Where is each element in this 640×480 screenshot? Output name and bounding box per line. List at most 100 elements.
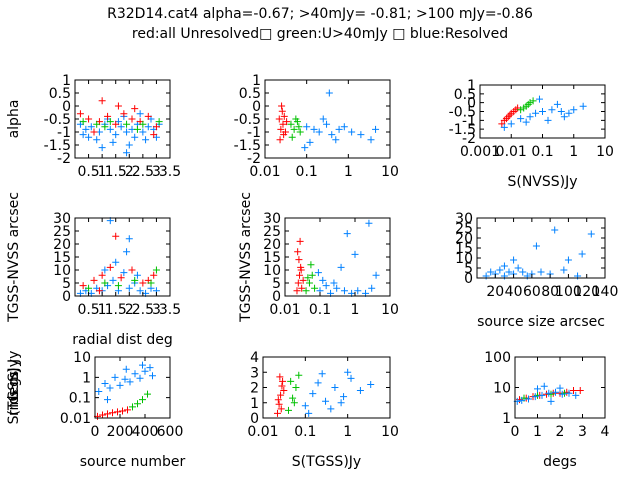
- y-tick-label: 0: [250, 411, 259, 427]
- y-axis-label: S(TGSS) Jy: [6, 351, 22, 425]
- y-tick-label: -0.5: [44, 112, 71, 128]
- y-tick-label: 5: [272, 276, 281, 292]
- x-tick-label: 0.01: [269, 302, 300, 318]
- x-tick-label: 140: [592, 284, 619, 300]
- data-point-blue: [357, 131, 365, 139]
- y-tick-label: 1: [502, 411, 511, 427]
- data-point-green: [79, 118, 87, 126]
- data-point-red: [106, 263, 114, 271]
- y-tick-label: 25: [263, 224, 281, 240]
- data-point-blue: [340, 287, 348, 295]
- data-point-red: [514, 104, 522, 112]
- data-point-blue: [121, 375, 129, 383]
- data-point-green: [292, 384, 300, 391]
- data-point-blue: [111, 373, 119, 381]
- data-point-blue: [514, 264, 522, 272]
- data-point-blue: [532, 109, 540, 117]
- y-tick-label: -1.5: [449, 122, 476, 138]
- data-point-green: [155, 118, 163, 126]
- data-point-blue: [101, 266, 109, 274]
- data-point-blue: [314, 269, 322, 277]
- data-point-red: [277, 391, 285, 399]
- data-point-blue: [551, 226, 559, 234]
- data-point-green: [302, 287, 310, 295]
- x-axis-label: degs: [543, 454, 577, 470]
- data-point-red: [76, 110, 84, 118]
- data-point-blue: [117, 123, 125, 131]
- data-point-blue: [333, 284, 341, 292]
- data-point-blue: [141, 367, 149, 375]
- x-tick-label: 100: [555, 284, 582, 300]
- y-tick-label: 1: [62, 73, 71, 89]
- x-tick-label: 3: [152, 164, 161, 180]
- x-tick-label: 3: [152, 302, 161, 318]
- x-tick-label: 0.1: [309, 302, 331, 318]
- data-point-blue: [85, 133, 93, 141]
- y-tick-label: -1.5: [44, 138, 71, 154]
- x-tick-label: 1: [351, 302, 360, 318]
- data-point-red: [278, 102, 286, 110]
- data-point-blue: [301, 402, 309, 410]
- data-point-blue: [142, 136, 150, 144]
- data-point-blue: [325, 89, 333, 97]
- data-point-green: [524, 100, 532, 108]
- data-point-blue: [106, 125, 114, 133]
- data-point-blue: [123, 128, 131, 136]
- x-axis-label: radial dist deg: [72, 332, 172, 348]
- y-tick-label: -2: [247, 151, 261, 167]
- data-point-blue: [93, 136, 101, 144]
- data-point-red: [85, 115, 93, 123]
- data-point-blue: [125, 284, 133, 292]
- data-point-blue: [367, 380, 375, 388]
- data-point-blue: [319, 115, 327, 123]
- data-point-blue: [314, 379, 322, 387]
- data-point-blue: [578, 250, 586, 258]
- data-point-red: [144, 112, 152, 120]
- y-tick-label: -1: [247, 125, 261, 141]
- x-tick-label: 10: [381, 302, 399, 318]
- y-tick-label: 0: [467, 96, 476, 112]
- x-tick-label: 0.5: [77, 164, 99, 180]
- data-point-red: [299, 276, 307, 284]
- data-point-blue: [525, 395, 532, 403]
- x-tick-label: 2.5: [132, 302, 154, 318]
- data-point-red: [152, 123, 160, 131]
- y-axis-label: TGSS-NVSS arcsec: [6, 192, 22, 323]
- data-point-green: [295, 123, 303, 131]
- data-point-red: [283, 118, 291, 126]
- data-point-red: [124, 406, 131, 414]
- x-tick-label: 3.5: [159, 302, 181, 318]
- data-point-blue: [332, 136, 340, 144]
- data-point-blue: [79, 131, 87, 139]
- data-point-red: [279, 120, 287, 128]
- data-point-red: [104, 112, 112, 120]
- figure-title: R32D14.cat4 alpha=-0.67; >40mJy= -0.81; …: [107, 6, 533, 22]
- data-point-blue: [487, 268, 495, 276]
- y-tick-label: 0: [62, 99, 71, 115]
- data-point-blue: [104, 396, 111, 404]
- data-point-red: [79, 282, 87, 290]
- y-tick-label: 5: [62, 276, 71, 292]
- data-point-red: [104, 410, 111, 418]
- data-point-red: [109, 409, 116, 417]
- y-tick-label: 15: [53, 250, 71, 266]
- data-point-blue: [560, 113, 568, 121]
- y-tick-label: 1: [467, 78, 476, 94]
- data-point-red: [502, 115, 510, 123]
- plot-frame: [264, 79, 391, 159]
- y-tick-label: 2: [250, 381, 259, 397]
- x-tick-label: 20: [486, 284, 504, 300]
- data-point-red: [294, 279, 302, 287]
- data-point-blue: [517, 115, 525, 123]
- data-point-blue: [572, 391, 580, 399]
- data-point-blue: [123, 248, 131, 256]
- y-tick-label: -2: [57, 151, 71, 167]
- data-point-green: [296, 128, 304, 136]
- data-point-red: [114, 102, 122, 110]
- y-tick-label: 10: [53, 263, 71, 279]
- data-point-blue: [310, 125, 318, 133]
- x-tick-label: 1: [343, 424, 352, 440]
- data-point-blue: [531, 393, 539, 401]
- data-point-blue: [547, 397, 555, 405]
